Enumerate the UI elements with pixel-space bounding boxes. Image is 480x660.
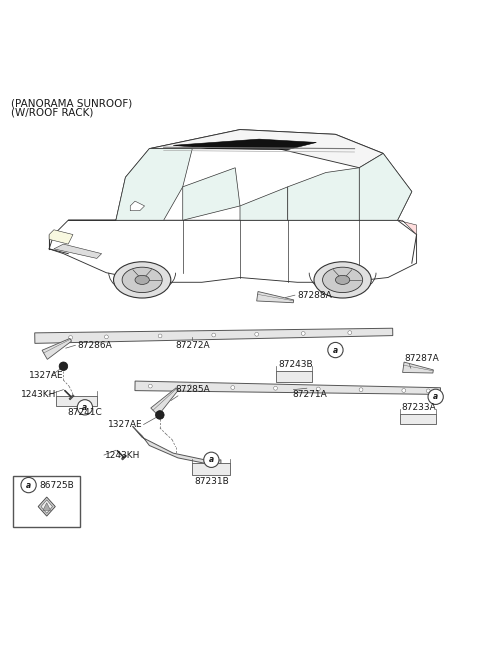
Text: 87286A: 87286A [78,341,112,350]
Ellipse shape [122,267,162,292]
Text: 87243B: 87243B [278,360,313,369]
Polygon shape [149,129,383,168]
Circle shape [274,386,277,390]
Circle shape [426,389,430,393]
Circle shape [359,388,363,391]
Text: (W/ROOF RACK): (W/ROOF RACK) [11,107,93,117]
Text: 1243KH: 1243KH [106,451,141,459]
Polygon shape [132,426,221,465]
Polygon shape [49,230,73,244]
Circle shape [402,389,406,392]
Text: 87288A: 87288A [297,290,332,300]
Polygon shape [49,220,417,282]
Ellipse shape [135,275,149,284]
Polygon shape [397,220,417,234]
Ellipse shape [114,262,171,298]
Text: 87287A: 87287A [405,354,439,364]
Circle shape [316,387,320,391]
Ellipse shape [323,267,363,292]
Text: 87271A: 87271A [292,389,327,399]
Circle shape [212,333,216,337]
Circle shape [105,335,108,339]
Text: (PANORAMA SUNROOF): (PANORAMA SUNROOF) [11,98,132,108]
Polygon shape [130,201,144,211]
Circle shape [348,331,352,335]
FancyBboxPatch shape [56,396,97,407]
FancyBboxPatch shape [192,463,230,475]
Circle shape [156,411,164,419]
Circle shape [158,334,162,338]
Polygon shape [116,148,192,220]
Circle shape [77,400,93,415]
Polygon shape [173,139,316,150]
Polygon shape [121,455,127,460]
Text: a: a [83,403,87,412]
Text: 1327AE: 1327AE [29,371,64,380]
Polygon shape [35,328,393,343]
Circle shape [255,333,259,336]
FancyBboxPatch shape [276,371,312,381]
Text: 86725B: 86725B [39,480,74,490]
Circle shape [428,389,444,405]
Text: a: a [209,455,214,464]
Ellipse shape [336,275,350,284]
Polygon shape [403,362,433,373]
Text: 87272A: 87272A [175,341,210,350]
Polygon shape [135,381,441,395]
Text: 1243KH: 1243KH [21,390,56,399]
Text: a: a [433,392,438,401]
Polygon shape [257,292,294,303]
Polygon shape [360,153,412,220]
Ellipse shape [314,262,371,298]
Text: a: a [26,480,31,490]
Circle shape [231,385,235,389]
Text: 87285A: 87285A [176,385,210,395]
Circle shape [301,331,305,335]
Polygon shape [69,395,74,400]
Circle shape [59,362,68,370]
Text: 87233A: 87233A [401,403,436,412]
Circle shape [21,477,36,493]
Circle shape [328,343,343,358]
Polygon shape [42,339,72,359]
Text: 1327AE: 1327AE [108,420,142,429]
Polygon shape [183,168,240,220]
Circle shape [69,335,72,339]
Polygon shape [68,129,412,220]
Polygon shape [288,168,360,220]
Text: 87241C: 87241C [68,408,102,416]
Text: a: a [333,346,338,354]
Polygon shape [151,388,179,415]
Polygon shape [54,244,102,259]
Circle shape [188,385,192,389]
Polygon shape [41,500,52,513]
Polygon shape [240,187,288,220]
Text: 87231B: 87231B [194,477,229,486]
Polygon shape [38,497,55,516]
Circle shape [148,384,152,388]
Circle shape [204,452,219,467]
FancyBboxPatch shape [13,476,80,527]
FancyBboxPatch shape [400,414,436,424]
Polygon shape [43,503,50,510]
